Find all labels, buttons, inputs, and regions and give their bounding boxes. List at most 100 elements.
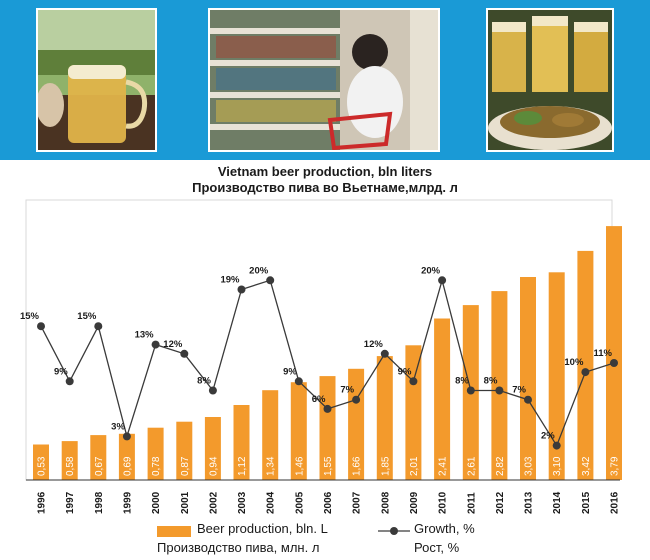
- bar-value-labels: 0,53 0,58 0,67 0,69 0,78 0,87 0,94 1,12 1,34 1,46…: [37, 456, 621, 476]
- x-tick-2013: 2013: [524, 491, 535, 514]
- growth-point-1999: [122, 432, 131, 441]
- bar-2015: [577, 250, 594, 480]
- growth-point-2005: [294, 377, 303, 386]
- growth-points: [37, 276, 618, 450]
- bar-label-2003: 1,12: [237, 456, 248, 476]
- bar-2013: [520, 277, 536, 480]
- bar-label-2006: 1,55: [323, 456, 334, 476]
- bar-2001: [176, 421, 193, 480]
- x-tick-2004: 2004: [266, 491, 277, 514]
- bar-label-2000: 0,78: [151, 456, 162, 476]
- bar-label-1997: 0,58: [65, 456, 76, 476]
- bar-1997: [61, 441, 78, 480]
- bar-1996: [33, 444, 49, 480]
- growth-label-2004: 20%: [249, 265, 269, 276]
- x-tick-2005: 2005: [294, 491, 305, 514]
- legend-bar-swatch: [157, 526, 191, 537]
- bar-label-1999: 0,69: [122, 456, 133, 476]
- growth-label-2006: 6%: [312, 394, 326, 405]
- growth-point-2012: [495, 386, 504, 395]
- bar-label-2002: 0,94: [208, 456, 219, 476]
- x-tick-labels: 1996 1997 1998 1999 2000 2001 2002 2003 2004 2005…: [37, 491, 621, 514]
- x-tick-2014: 2014: [552, 491, 563, 514]
- x-tick-1996: 1996: [37, 491, 48, 514]
- growth-label-2008: 12%: [364, 339, 384, 350]
- bar-label-2015: 3,42: [581, 456, 592, 476]
- growth-label-2016: 11%: [594, 348, 613, 359]
- growth-label-1996: 15%: [20, 311, 40, 322]
- bar-2003: [233, 405, 250, 480]
- growth-label-1999: 3%: [111, 421, 125, 432]
- growth-point-2016: [610, 359, 618, 367]
- bar-label-2007: 1,66: [352, 456, 363, 476]
- bar-label-1998: 0,67: [94, 456, 105, 476]
- x-tick-2000: 2000: [151, 491, 162, 514]
- growth-point-2009: [409, 377, 418, 386]
- x-tick-2008: 2008: [380, 491, 391, 514]
- legend-bar-label-ru: Производство пива, млн. л: [157, 540, 320, 555]
- x-tick-2007: 2007: [352, 491, 363, 514]
- growth-label-2014: 2%: [541, 431, 555, 442]
- x-tick-2011: 2011: [466, 492, 477, 514]
- x-tick-2003: 2003: [237, 491, 248, 514]
- growth-label-2005: 9%: [283, 366, 297, 377]
- growth-point-1996: [37, 322, 45, 331]
- growth-label-1997: 9%: [54, 366, 68, 377]
- growth-value-labels: 15% 9% 15% 3% 13% 12% 8% 19% 20% 9% 6% 7% 12% 9% 20% 8%…: [20, 265, 613, 441]
- chart-subtitle: Производство пива во Вьетнаме,млрд. л: [192, 180, 458, 195]
- beer-production-chart: 0,53 0,58 0,67 0,69 0,78 0,87 0,94 1,12 1,34 1,46…: [20, 199, 622, 537]
- bar-2016: [606, 226, 622, 480]
- photo-banner: [0, 0, 650, 160]
- bar-label-2011: 2,61: [466, 456, 477, 476]
- x-tick-2012: 2012: [495, 491, 506, 514]
- chart-title: Vietnam beer production, bln liters: [217, 164, 433, 179]
- growth-label-2012: 8%: [484, 376, 498, 387]
- growth-point-2008: [380, 349, 389, 358]
- x-tick-2006: 2006: [323, 491, 334, 514]
- bar-2008: [376, 356, 393, 480]
- growth-point-2013: [524, 395, 532, 404]
- x-tick-2010: 2010: [438, 491, 449, 514]
- bar-label-2005: 1,46: [294, 456, 305, 476]
- legend-line-label-ru: Рост, %: [414, 540, 460, 555]
- x-tick-2015: 2015: [581, 491, 592, 514]
- x-tick-2002: 2002: [208, 491, 219, 514]
- legend-bar-label: Beer production, bln. L: [197, 521, 328, 536]
- growth-label-2003: 19%: [220, 275, 240, 286]
- bar-label-2014: 3,10: [552, 456, 563, 476]
- growth-label-2015: 10%: [564, 357, 584, 368]
- growth-label-2009: 9%: [398, 366, 412, 377]
- x-tick-1998: 1998: [94, 491, 105, 514]
- beer-mug-photo: [36, 8, 157, 152]
- growth-label-2011: 8%: [455, 376, 469, 387]
- growth-point-2004: [266, 276, 275, 285]
- bar-2002: [204, 417, 221, 480]
- bar-label-2004: 1,34: [266, 456, 277, 476]
- bar-label-2008: 1,85: [380, 456, 391, 476]
- growth-point-2000: [151, 340, 160, 349]
- growth-label-2000: 13%: [135, 330, 155, 341]
- growth-point-1997: [65, 377, 74, 386]
- bar-2006: [319, 376, 336, 480]
- supermarket-shopper-photo: [208, 8, 440, 152]
- bar-2007: [348, 368, 365, 480]
- bar-2014: [548, 272, 565, 480]
- bar-1999: [118, 433, 135, 480]
- bar-label-2016: 3,79: [610, 456, 621, 476]
- growth-point-2014: [552, 441, 561, 450]
- bar-2004: [262, 390, 279, 480]
- growth-point-2001: [180, 349, 189, 358]
- bar-label-2013: 3,03: [524, 456, 535, 476]
- x-tick-1999: 1999: [122, 491, 133, 514]
- bar-2000: [147, 427, 164, 480]
- bar-label-2010: 2,41: [438, 456, 449, 476]
- x-tick-1997: 1997: [65, 491, 76, 514]
- x-tick-2016: 2016: [610, 491, 621, 514]
- bar-2009: [405, 345, 422, 480]
- bar-label-2009: 2,01: [409, 456, 420, 476]
- bar-label-2012: 2,82: [495, 456, 506, 476]
- x-tick-2009: 2009: [409, 491, 420, 514]
- legend-line-marker: [390, 527, 398, 535]
- bar-label-1996: 0,53: [37, 456, 48, 476]
- growth-label-2007: 7%: [340, 385, 354, 396]
